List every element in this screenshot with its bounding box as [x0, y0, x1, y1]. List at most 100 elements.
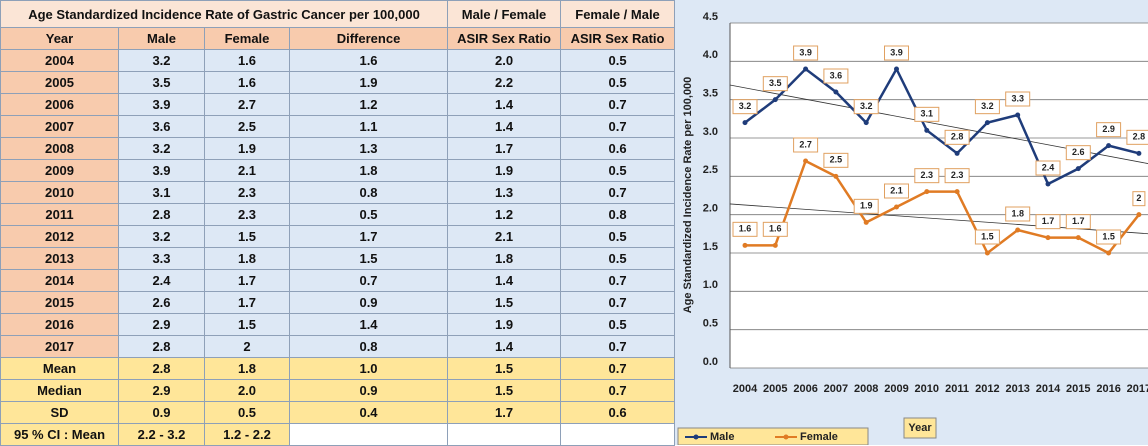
data-point: [1136, 212, 1142, 218]
x-tick-label: 2006: [793, 383, 817, 395]
table-cell: 1.9: [204, 137, 290, 160]
table-cell: Difference: [288, 27, 449, 50]
table-row: 95 % CI : Mean 2.2 - 3.2 1.2 - 2.2: [0, 423, 676, 446]
data-label: 2.6: [1072, 147, 1085, 157]
table-cell: Female / Male: [560, 0, 676, 28]
data-label-box: [732, 221, 758, 237]
table-cell: 0.7: [560, 291, 676, 314]
series-line: [745, 159, 1140, 255]
data-label: 2.8: [951, 132, 964, 142]
data-label: 2.3: [921, 170, 934, 180]
table-cell: 0.9: [288, 291, 449, 314]
data-label: 1.7: [1072, 216, 1085, 226]
table-cell: [560, 423, 676, 446]
data-label-box: [884, 45, 909, 61]
data-point: [894, 204, 899, 210]
table-cell: 1.5: [204, 225, 290, 248]
x-tick-label: 2008: [854, 383, 878, 395]
table-cell: 1.9: [288, 71, 449, 94]
data-point: [833, 173, 839, 179]
legend-marker: [693, 434, 699, 440]
table-cell: 1.7: [447, 137, 562, 160]
table-cell: 2005: [0, 71, 119, 94]
table-cell: 1.6: [204, 49, 290, 72]
table-cell: Male / Female: [447, 0, 562, 28]
table-cell: 2: [204, 335, 290, 358]
table-cell: SD: [0, 401, 119, 424]
table-cell: 2.2 - 3.2: [118, 423, 205, 446]
data-label: 2.9: [1102, 124, 1115, 134]
data-label-box: [762, 76, 788, 92]
data-point: [954, 189, 960, 195]
data-label-box: [853, 99, 879, 115]
table-cell: 2004: [0, 49, 119, 72]
data-point: [984, 120, 990, 126]
table-row: 2015 2.6 1.7 0.9 1.5 0.7: [0, 291, 676, 314]
data-point: [772, 97, 778, 103]
table-cell: 0.7: [560, 357, 676, 380]
data-label-box: [853, 198, 879, 214]
data-point: [863, 219, 869, 225]
y-tick-label: 0.5: [703, 318, 718, 330]
table-row: 2007 3.6 2.5 1.1 1.4 0.7: [0, 115, 676, 138]
table-cell: 2.9: [118, 313, 205, 336]
table-cell: [447, 423, 562, 446]
table-cell: 2010: [0, 181, 119, 204]
data-point: [863, 120, 869, 126]
x-axis-title-box: [903, 417, 937, 439]
table-cell: 1.8: [447, 247, 562, 270]
table-cell: 3.2: [118, 49, 205, 72]
table-cell: 2009: [0, 159, 119, 182]
legend-label: Female: [800, 431, 838, 443]
table-row: 2004 3.2 1.6 1.6 2.0 0.5: [0, 49, 676, 72]
table-cell: 1.4: [447, 115, 562, 138]
table-cell: 0.7: [560, 115, 676, 138]
table-body: Age Standardized Incidence Rate of Gastr…: [0, 0, 676, 446]
table-cell: 2.3: [204, 181, 290, 204]
data-label: 3.2: [860, 101, 873, 111]
data-label-box: [974, 229, 1000, 245]
y-tick-label: 3.5: [703, 88, 718, 100]
data-point: [1075, 235, 1081, 241]
table-cell: Male: [118, 27, 205, 50]
table-cell: 2007: [0, 115, 119, 138]
data-point: [1045, 235, 1051, 241]
data-label: 2: [1136, 193, 1141, 203]
table-cell: 3.9: [118, 159, 205, 182]
table-cell: 0.8: [288, 181, 449, 204]
table-cell: 3.6: [118, 115, 205, 138]
x-tick-label: 2010: [915, 383, 939, 395]
table-row: SD 0.9 0.5 0.4 1.7 0.6: [0, 401, 676, 424]
data-table: Age Standardized Incidence Rate of Gastr…: [0, 0, 676, 446]
legend-label: Male: [710, 431, 734, 443]
data-label-box: [944, 129, 970, 145]
table-cell: 1.6: [204, 71, 290, 94]
table-cell: 0.6: [560, 137, 676, 160]
table-cell: 3.2: [118, 137, 205, 160]
table-row: 2005 3.5 1.6 1.9 2.2 0.5: [0, 71, 676, 94]
table-cell: 1.9: [447, 313, 562, 336]
data-label-box: [884, 183, 909, 199]
x-tick-label: 2017: [1127, 383, 1148, 395]
table-row: 2017 2.8 2 0.8 1.4 0.7: [0, 335, 676, 358]
table-cell: 1.5: [204, 313, 290, 336]
data-point: [772, 242, 778, 248]
data-label-box: [1096, 122, 1122, 138]
table-cell: 2.9: [118, 379, 205, 402]
data-point: [742, 242, 748, 248]
y-tick-label: 4.0: [703, 49, 718, 61]
table-row: 2009 3.9 2.1 1.8 1.9 0.5: [0, 159, 676, 182]
table-cell: 1.0: [288, 357, 449, 380]
table-cell: 0.7: [560, 181, 676, 204]
y-tick-label: 2.5: [703, 164, 718, 176]
x-tick-label: 2011: [945, 383, 969, 395]
table-cell: Age Standardized Incidence Rate of Gastr…: [0, 0, 449, 28]
data-label: 1.6: [769, 224, 782, 234]
table-cell: 0.9: [118, 401, 205, 424]
data-point: [924, 189, 930, 195]
table-cell: 1.2 - 2.2: [204, 423, 290, 446]
table-cell: 1.5: [288, 247, 449, 270]
table-cell: 3.2: [118, 225, 205, 248]
table-cell: 1.7: [204, 291, 290, 314]
y-tick-label: 4.5: [703, 11, 718, 23]
